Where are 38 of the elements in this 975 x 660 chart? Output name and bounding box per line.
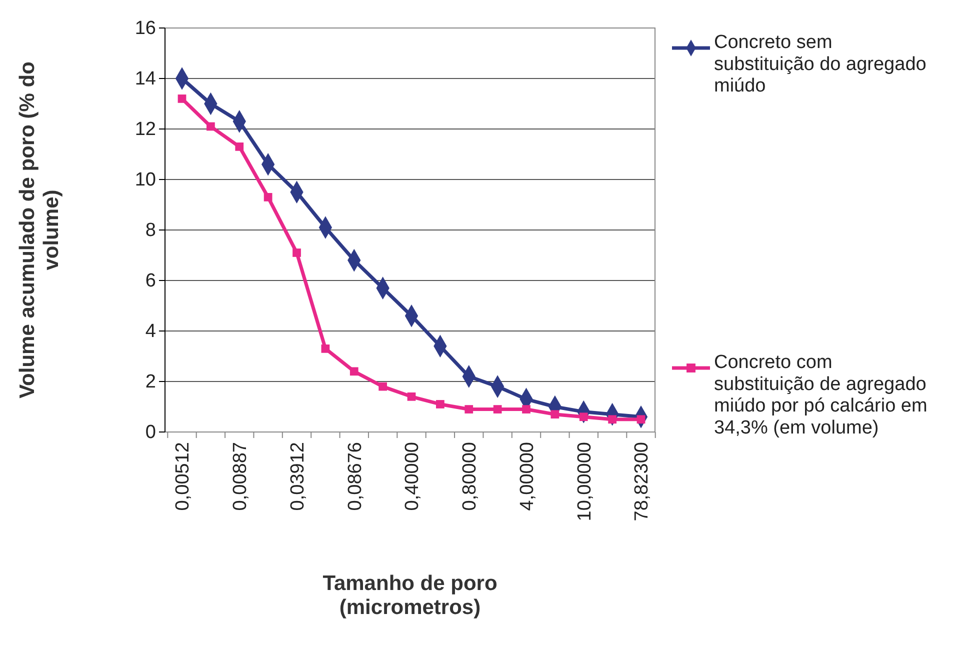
- point: [550, 410, 560, 419]
- point: [206, 122, 215, 131]
- y-tick-label: 0: [145, 422, 156, 444]
- point: [493, 405, 502, 414]
- y-tick-label: 10: [134, 170, 156, 191]
- x-tick-label: 0,40000: [402, 442, 424, 511]
- x-tick-label: 0,08676: [344, 442, 366, 511]
- point: [378, 382, 387, 391]
- point: [579, 412, 588, 422]
- point: [350, 367, 358, 376]
- point: [235, 142, 244, 151]
- y-tick-label: 2: [145, 372, 156, 393]
- point: [264, 192, 272, 202]
- point: [464, 405, 474, 414]
- point: [321, 344, 330, 353]
- legend-label: Concreto com substituição de agregado miúdo por pó calcário em 34,3% (em volume): [714, 352, 928, 439]
- x-tick-label: 4,00000: [516, 442, 538, 511]
- point: [436, 400, 444, 408]
- x-tick-label: 0,00512: [172, 442, 194, 511]
- y-tick-label: 12: [134, 119, 156, 140]
- x-tick-label: 0,03912: [287, 442, 308, 511]
- legend-label: Concreto sem substituição do agregado miúdo: [714, 32, 926, 97]
- x-axis-title: Tamanho de poro (micrometros): [322, 572, 498, 620]
- y-tick-label: 6: [145, 270, 156, 292]
- point: [522, 405, 530, 414]
- y-axis-title: Volume acumulado de poro (% do volume): [16, 62, 64, 398]
- y-tick-label: 4: [145, 321, 156, 342]
- x-tick-label: 10,00000: [574, 442, 596, 522]
- point: [407, 392, 416, 401]
- point: [178, 94, 186, 103]
- x-tick-label: 0,00887: [230, 442, 252, 511]
- y-tick-label: 16: [134, 18, 156, 40]
- y-tick-label: 8: [145, 220, 156, 242]
- point: [292, 248, 301, 257]
- point: [608, 415, 616, 424]
- x-tick-label: 0,80000: [460, 442, 481, 511]
- y-tick-label: 14: [134, 68, 156, 90]
- x-tick-label: 78,82300: [632, 442, 653, 522]
